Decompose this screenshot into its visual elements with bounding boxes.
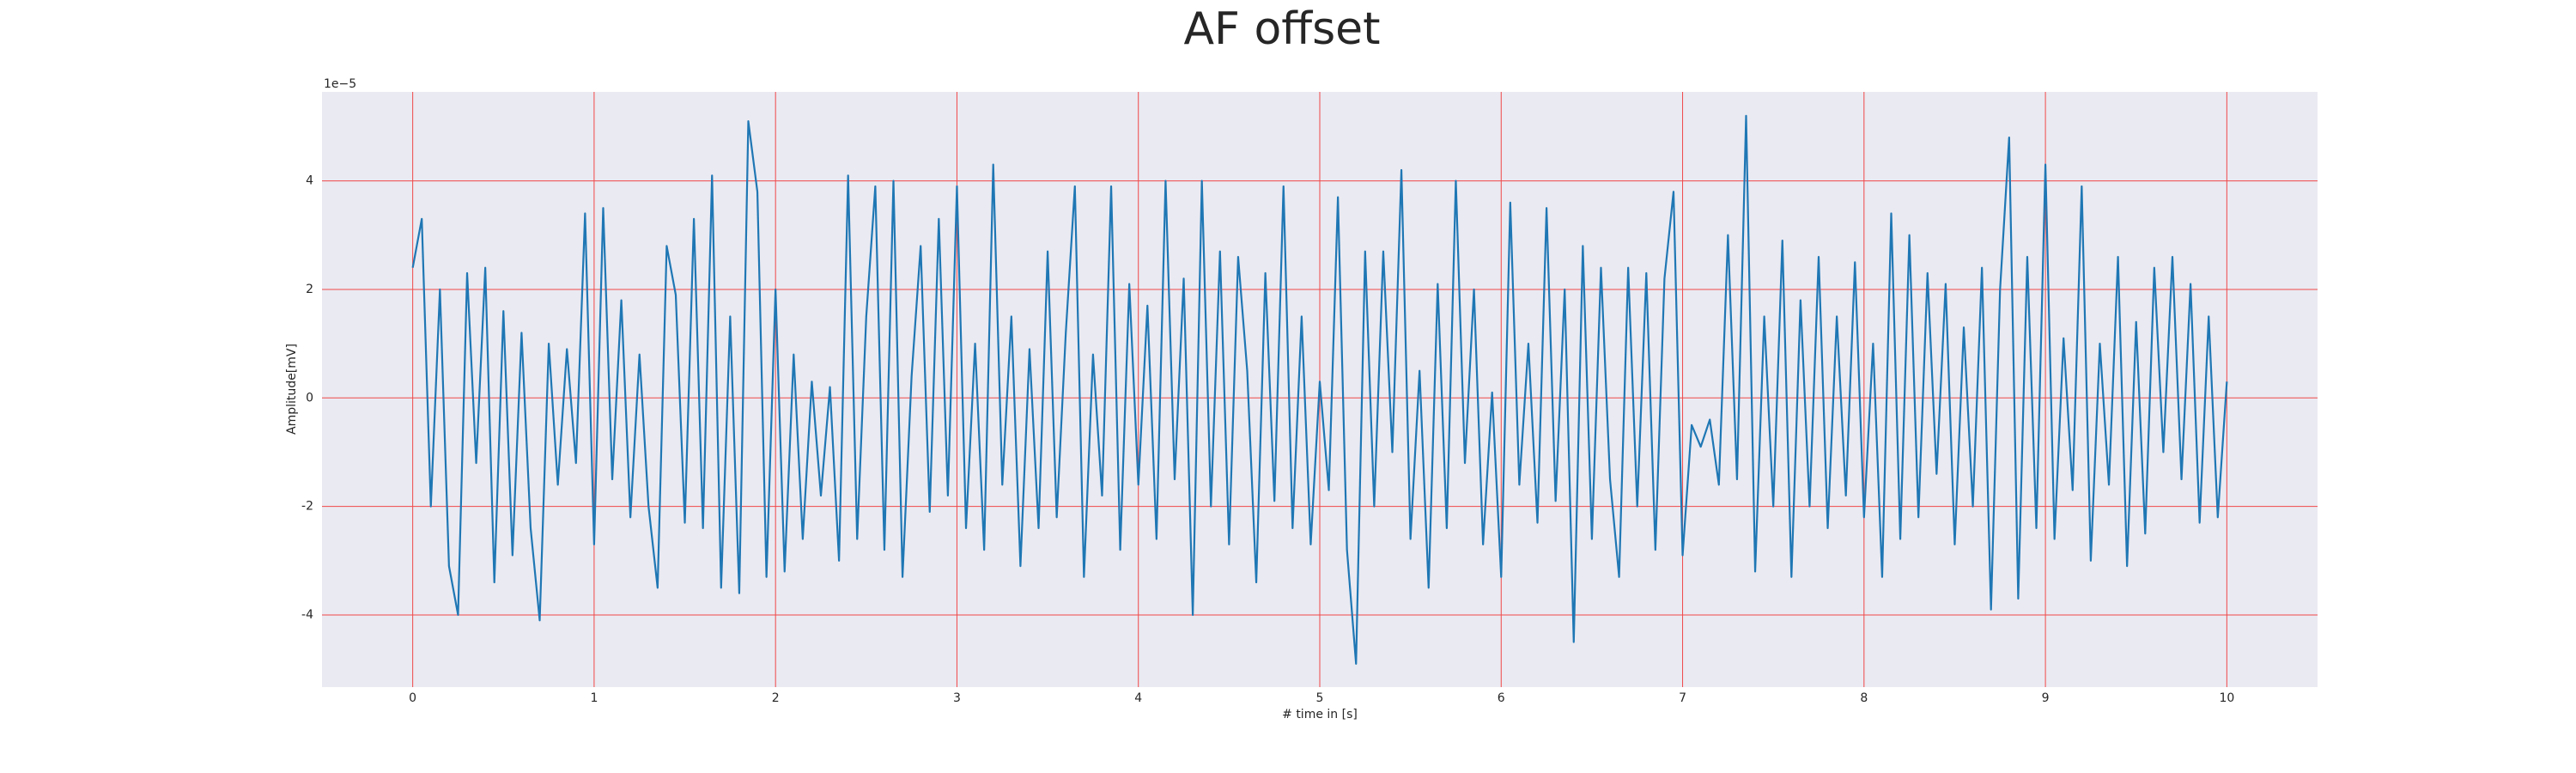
x-axis-label: # time in [s] — [1282, 708, 1358, 721]
x-tick-label: 2 — [772, 691, 780, 705]
x-tick-label: 9 — [2042, 691, 2050, 705]
x-tick-label: 1 — [590, 691, 598, 705]
y-tick-label: -4 — [301, 608, 313, 622]
chart-title: AF offset — [1183, 3, 1380, 55]
y-tick-label: 4 — [306, 174, 313, 188]
data-line — [411, 114, 2228, 665]
x-tick-label: 4 — [1134, 691, 1142, 705]
y-axis-label: Amplitude[mV] — [285, 344, 299, 435]
y-tick-label: 0 — [306, 391, 313, 405]
y-tick-label: 2 — [306, 283, 313, 296]
y-tick-label: -2 — [301, 500, 313, 514]
x-tick-label: 10 — [2219, 691, 2234, 705]
x-tick-label: 5 — [1316, 691, 1324, 705]
x-tick-label: 8 — [1860, 691, 1868, 705]
x-tick-label: 7 — [1679, 691, 1686, 705]
y-offset-label: 1e−5 — [324, 77, 356, 91]
x-tick-label: 6 — [1498, 691, 1505, 705]
x-tick-label: 3 — [953, 691, 961, 705]
x-tick-label: 0 — [409, 691, 416, 705]
